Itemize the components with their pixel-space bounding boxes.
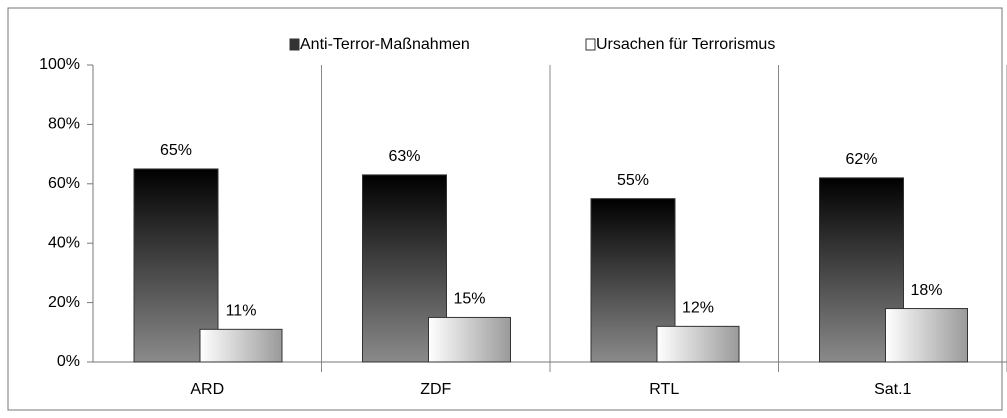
y-tick-label: 0% (57, 353, 80, 370)
data-label: 55% (617, 172, 649, 189)
x-tick-label: Sat.1 (874, 381, 911, 398)
data-label: 12% (682, 300, 714, 317)
y-tick-label: 100% (39, 56, 80, 73)
x-tick-label: ARD (190, 381, 224, 398)
data-label: 65% (160, 142, 192, 159)
data-label: 62% (845, 151, 877, 168)
legend-label: Anti-Terror-Maßnahmen (300, 36, 470, 53)
legend-label: Ursachen für Terrorismus (596, 36, 775, 53)
bar (199, 328, 283, 363)
y-tick-label: 20% (48, 294, 80, 311)
bar (656, 325, 740, 363)
data-label: 63% (388, 148, 420, 165)
chart-border (7, 7, 1003, 411)
data-label: 15% (453, 291, 485, 308)
y-tick-label: 60% (48, 175, 80, 192)
y-tick-label: 80% (48, 116, 80, 133)
data-label: 18% (910, 282, 942, 299)
legend-swatch (289, 38, 300, 51)
bar (428, 316, 511, 363)
data-label: 11% (226, 303, 257, 320)
y-tick-label: 40% (48, 234, 80, 251)
bar (885, 308, 968, 363)
x-tick-label: RTL (649, 381, 679, 398)
legend-swatch (585, 38, 596, 51)
x-tick-label: ZDF (420, 381, 451, 398)
